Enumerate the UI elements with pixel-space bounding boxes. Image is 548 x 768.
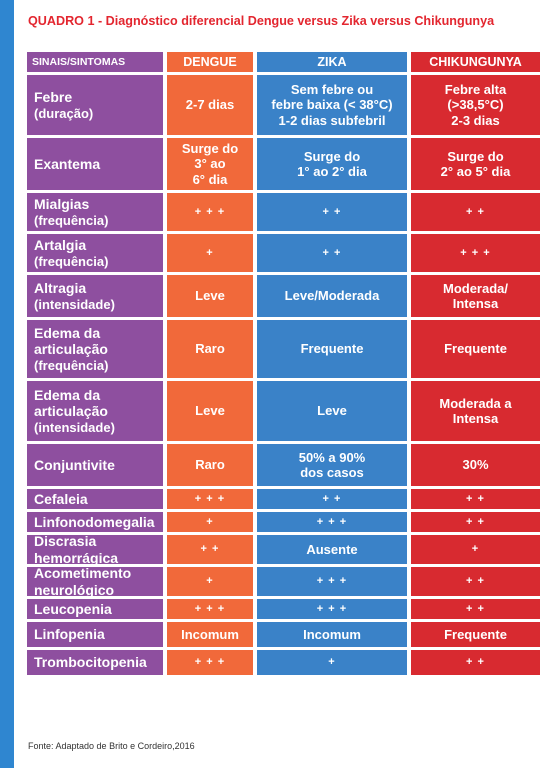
chikungunya-cell: + + + bbox=[411, 234, 540, 272]
zika-cell: Incomum bbox=[257, 622, 407, 647]
sign-label: Edema da articulação bbox=[34, 386, 108, 420]
chikungunya-cell: Frequente bbox=[411, 622, 540, 647]
dengue-cell: 2-7 dias bbox=[167, 75, 253, 135]
dengue-cell: + + bbox=[167, 535, 253, 564]
sign-cell: Edema da articulação (frequência) bbox=[27, 320, 163, 378]
sign-qualifier: (frequência) bbox=[34, 253, 109, 269]
zika-cell: + + bbox=[257, 489, 407, 509]
sign-qualifier: (duração) bbox=[34, 105, 94, 121]
chikungunya-cell: Frequente bbox=[411, 320, 540, 378]
dengue-cell: Incomum bbox=[167, 622, 253, 647]
sign-cell: Leucopenia bbox=[27, 599, 163, 619]
chikungunya-cell: Febre alta (>38,5°C) 2-3 dias bbox=[411, 75, 540, 135]
sign-qualifier: (intensidade) bbox=[34, 296, 115, 312]
chikungunya-cell: + + bbox=[411, 489, 540, 509]
sign-label: Edema da articulação bbox=[34, 324, 108, 358]
dengue-cell: Raro bbox=[167, 444, 253, 486]
dengue-cell: + + + bbox=[167, 489, 253, 509]
sign-label: Linfopenia bbox=[34, 626, 105, 643]
dengue-cell: Leve bbox=[167, 381, 253, 441]
sign-label: Conjuntivite bbox=[34, 456, 115, 473]
chikungunya-cell: 30% bbox=[411, 444, 540, 486]
sign-label: Discrasia hemorrágica bbox=[34, 532, 119, 566]
sign-cell: Edema da articulação (intensidade) bbox=[27, 381, 163, 441]
dengue-cell: + bbox=[167, 512, 253, 532]
header-sinais-sintomas: SINAIS/SINTOMAS bbox=[27, 52, 163, 72]
sign-label: Febre bbox=[34, 89, 73, 106]
zika-cell: + + + bbox=[257, 567, 407, 596]
diagnosis-table: SINAIS/SINTOMAS DENGUE ZIKA CHIKUNGUNYA … bbox=[27, 52, 540, 675]
zika-cell: + + bbox=[257, 193, 407, 231]
sign-label: Exantema bbox=[34, 155, 101, 172]
dengue-cell: Surge do 3° ao 6° dia bbox=[167, 138, 253, 190]
chikungunya-cell: Moderada a Intensa bbox=[411, 381, 540, 441]
header-chikungunya: CHIKUNGUNYA bbox=[411, 52, 540, 72]
sign-label: Trombocitopenia bbox=[34, 654, 147, 671]
zika-cell: Surge do 1° ao 2° dia bbox=[257, 138, 407, 190]
sign-cell: Conjuntivite bbox=[27, 444, 163, 486]
sign-qualifier: (frequência) bbox=[34, 212, 109, 228]
sign-cell: Artalgia (frequência) bbox=[27, 234, 163, 272]
zika-cell: 50% a 90% dos casos bbox=[257, 444, 407, 486]
chikungunya-cell: + bbox=[411, 535, 540, 564]
zika-cell: Ausente bbox=[257, 535, 407, 564]
dengue-cell: Raro bbox=[167, 320, 253, 378]
zika-cell: Frequente bbox=[257, 320, 407, 378]
zika-cell: + + bbox=[257, 234, 407, 272]
zika-cell: Leve bbox=[257, 381, 407, 441]
dengue-cell: + + + bbox=[167, 599, 253, 619]
chikungunya-cell: + + bbox=[411, 193, 540, 231]
dengue-cell: + bbox=[167, 234, 253, 272]
sign-cell: Linfopenia bbox=[27, 622, 163, 647]
sign-cell: Exantema bbox=[27, 138, 163, 190]
sign-label: Cefaleia bbox=[34, 490, 88, 507]
sign-cell: Febre (duração) bbox=[27, 75, 163, 135]
sign-qualifier: (intensidade) bbox=[34, 419, 115, 435]
sign-cell: Cefaleia bbox=[27, 489, 163, 509]
dengue-cell: Leve bbox=[167, 275, 253, 317]
dengue-cell: + bbox=[167, 567, 253, 596]
zika-cell: Leve/Moderada bbox=[257, 275, 407, 317]
sign-label: Artalgia bbox=[34, 237, 87, 254]
chikungunya-cell: + + bbox=[411, 599, 540, 619]
header-zika: ZIKA bbox=[257, 52, 407, 72]
zika-cell: + + + bbox=[257, 512, 407, 532]
sign-qualifier: (frequência) bbox=[34, 357, 109, 373]
sign-cell: Mialgias (frequência) bbox=[27, 193, 163, 231]
chikungunya-cell: + + bbox=[411, 512, 540, 532]
dengue-cell: + + + bbox=[167, 193, 253, 231]
sign-cell: Discrasia hemorrágica bbox=[27, 532, 163, 566]
chikungunya-cell: Surge do 2° ao 5° dia bbox=[411, 138, 540, 190]
sign-label: Linfonodomegalia bbox=[34, 513, 155, 530]
sign-label: Acometimento neurológico bbox=[34, 564, 132, 598]
left-edge-bar bbox=[0, 0, 14, 768]
sign-label: Leucopenia bbox=[34, 600, 112, 617]
chikungunya-cell: Moderada/ Intensa bbox=[411, 275, 540, 317]
dengue-cell: + + + bbox=[167, 650, 253, 675]
chikungunya-cell: + + bbox=[411, 567, 540, 596]
sign-cell: Acometimento neurológico bbox=[27, 564, 163, 598]
sign-cell: Linfonodomegalia bbox=[27, 512, 163, 532]
table-title: QUADRO 1 - Diagnóstico diferencial Dengu… bbox=[28, 14, 495, 28]
zika-cell: Sem febre ou febre baixa (< 38°C) 1-2 di… bbox=[257, 75, 407, 135]
source-footnote: Fonte: Adaptado de Brito e Cordeiro,2016 bbox=[28, 741, 195, 751]
zika-cell: + bbox=[257, 650, 407, 675]
sign-cell: Altragia (intensidade) bbox=[27, 275, 163, 317]
zika-cell: + + + bbox=[257, 599, 407, 619]
sign-label: Altragia bbox=[34, 280, 87, 297]
chikungunya-cell: + + bbox=[411, 650, 540, 675]
sign-cell: Trombocitopenia bbox=[27, 650, 163, 675]
sign-label: Mialgias bbox=[34, 196, 90, 213]
header-dengue: DENGUE bbox=[167, 52, 253, 72]
